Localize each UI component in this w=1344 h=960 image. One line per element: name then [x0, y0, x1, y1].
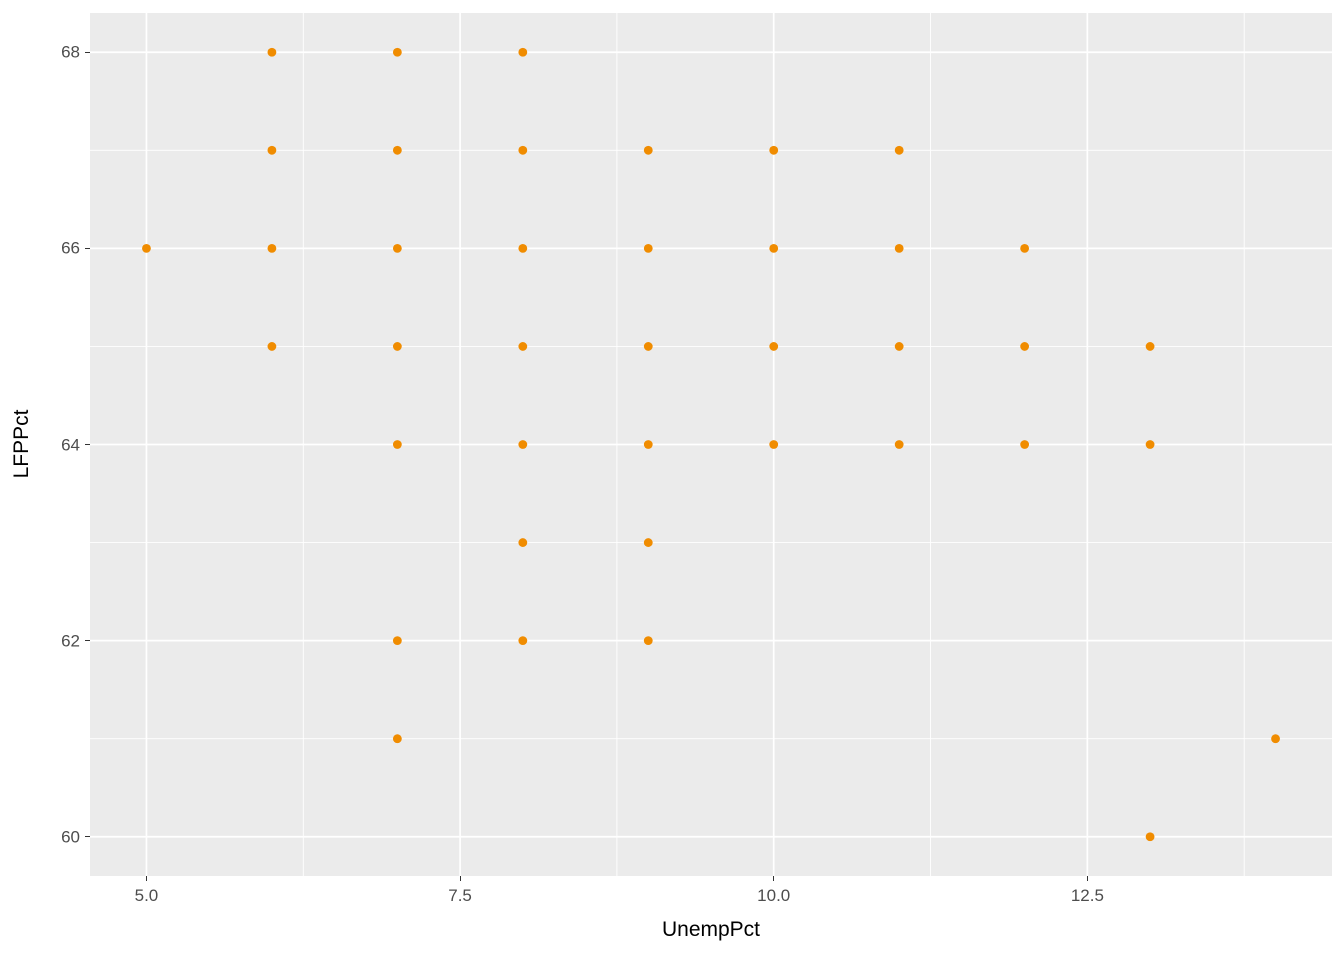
data-point [267, 342, 277, 351]
x-tick-mark [1086, 876, 1088, 881]
data-point [392, 734, 402, 744]
data-point [769, 440, 779, 449]
x-tick-mark [145, 876, 147, 881]
y-tick-mark [85, 836, 90, 838]
data-point [392, 342, 402, 351]
y-tick-label: 66 [61, 238, 80, 258]
data-point [643, 636, 653, 646]
data-point [643, 538, 653, 547]
x-tick-mark [459, 876, 461, 881]
y-tick-label: 64 [61, 435, 80, 454]
y-tick-mark [85, 247, 90, 249]
data-point [392, 145, 402, 155]
data-point [643, 145, 653, 155]
data-point [643, 243, 653, 253]
x-tick-mark [773, 876, 775, 881]
data-point [518, 145, 528, 155]
data-point [392, 636, 402, 646]
data-point [518, 342, 528, 351]
data-point [518, 440, 528, 449]
y-tick-label: 60 [61, 827, 80, 847]
y-tick-label: 62 [61, 631, 80, 651]
data-point [769, 145, 779, 155]
data-point [392, 243, 402, 253]
data-point [1020, 342, 1030, 351]
data-point [267, 145, 277, 155]
data-point [267, 243, 277, 253]
data-point [769, 342, 779, 351]
data-point [894, 440, 904, 449]
x-tick-label: 5.0 [134, 886, 159, 905]
data-point [643, 440, 653, 449]
data-point [894, 342, 904, 351]
data-point [518, 538, 528, 547]
y-tick-mark [85, 444, 90, 445]
data-point [1271, 734, 1280, 744]
y-tick-mark [85, 640, 90, 642]
data-point [392, 440, 402, 449]
data-point [518, 636, 528, 646]
data-point [142, 243, 151, 253]
data-point [267, 47, 277, 57]
plot-panel [90, 13, 1332, 876]
y-tick-label: 68 [61, 42, 80, 62]
x-axis-title: UnempPct [661, 918, 761, 941]
data-point [894, 243, 904, 253]
data-point [769, 243, 779, 253]
y-tick-mark [85, 51, 90, 53]
y-axis-title: LFPPct [10, 409, 33, 479]
data-point [1145, 440, 1155, 449]
data-point [1020, 243, 1030, 253]
data-point [518, 243, 528, 253]
data-point [1020, 440, 1030, 449]
data-point [518, 47, 528, 57]
x-tick-label: 10.0 [757, 886, 791, 905]
data-point [1145, 832, 1155, 842]
data-point [1145, 342, 1155, 351]
data-point [894, 145, 904, 155]
plot-canvas [90, 13, 1332, 876]
data-point [392, 47, 402, 57]
x-tick-label: 7.5 [448, 886, 472, 905]
x-tick-label: 12.5 [1070, 886, 1104, 905]
data-point [643, 342, 653, 351]
